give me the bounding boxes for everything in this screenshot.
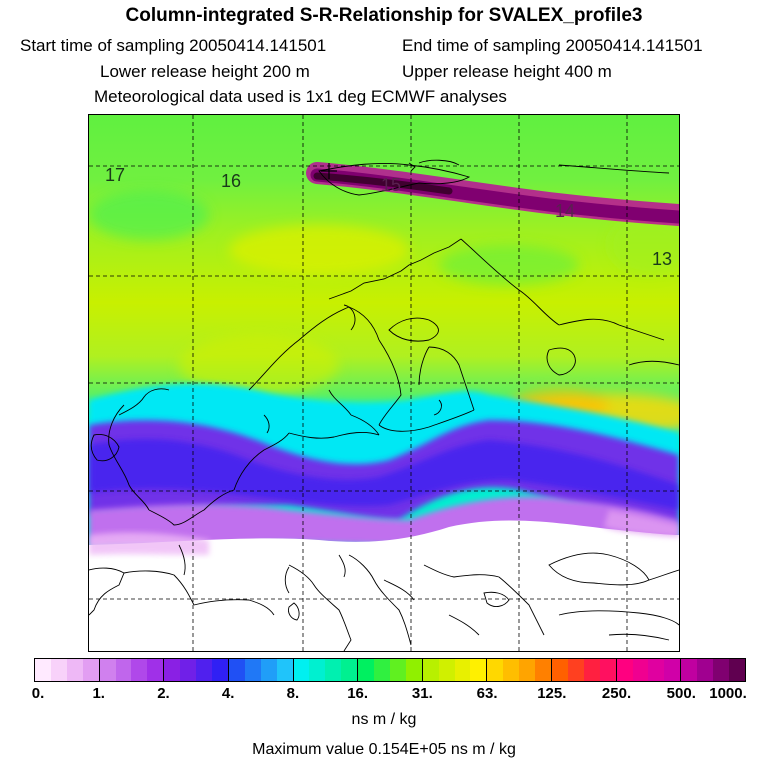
colorbar-segment [664, 659, 682, 681]
colorbar-segment [616, 659, 633, 681]
end-time-label: End time of sampling 20050414.141501 [402, 36, 703, 55]
colorbar-tick-label: 16. [347, 685, 369, 702]
day-label-17: 17 [105, 165, 125, 185]
colorbar-segment [552, 659, 568, 681]
colorbar-tick-label: 63. [476, 685, 498, 702]
lower-release-height-label: Lower release height 200 m [100, 62, 310, 81]
colorbar-segment [99, 659, 116, 681]
colorbar-segment [164, 659, 181, 681]
colorbar-segment [35, 659, 51, 681]
colorbar-tick-label: 1. [92, 685, 105, 702]
colorbar-segment [405, 659, 423, 681]
colorbar-segment [454, 659, 471, 681]
sensitivity-plume [306, 162, 679, 226]
day-label-13: 13 [652, 249, 672, 269]
colorbar-tick-label: 250. [601, 685, 632, 702]
met-data-label: Meteorological data used is 1x1 deg ECMW… [94, 87, 507, 106]
colorbar-segment [293, 659, 310, 681]
colorbar-tick-label: 125. [537, 685, 567, 702]
legend-colorbar [34, 658, 746, 682]
colorbar-segment [697, 659, 714, 681]
colorbar-segment [180, 659, 197, 681]
colorbar-tick-label: 500. [666, 685, 696, 702]
day-label-15: 15 [381, 175, 401, 195]
colorbar-segment [632, 659, 649, 681]
maximum-value-text: Maximum value 0.154E+05 ns m / kg [252, 741, 516, 758]
colorbar-segment [196, 659, 212, 681]
colorbar-segment [648, 659, 665, 681]
colorbar-segment [115, 659, 132, 681]
colorbar-tick-label: 4. [221, 685, 235, 702]
coastlines [89, 159, 679, 651]
colorbar-segment [131, 659, 148, 681]
colorbar-segment [82, 659, 100, 681]
colorbar-segment [728, 659, 745, 681]
colorbar-segment [228, 659, 245, 681]
legend-unit: ns m / kg [351, 711, 417, 728]
colorbar-segment [244, 659, 261, 681]
colorbar-tick-label: 2. [157, 685, 170, 702]
colorbar-segment [487, 659, 504, 681]
colorbar-tick-label: 31. [411, 685, 433, 702]
sensitivity-map: 17 16 15 14 13 [88, 114, 680, 652]
day-label-16: 16 [221, 171, 241, 191]
colorbar-segment [438, 659, 455, 681]
day-label-14: 14 [555, 201, 575, 221]
release-point-marker [321, 163, 337, 179]
colorbar-segment [535, 659, 552, 681]
colorbar-segment [66, 659, 83, 681]
colorbar-segment [583, 659, 600, 681]
colorbar-segment [567, 659, 584, 681]
colorbar-segment [147, 659, 165, 681]
colorbar-segment [470, 659, 488, 681]
colorbar-segment [358, 659, 375, 681]
colorbar-segment [713, 659, 729, 681]
upper-release-height-label: Upper release height 400 m [402, 62, 612, 81]
colorbar-segment [422, 659, 439, 681]
start-time-label: Start time of sampling 20050414.141501 [20, 36, 327, 55]
colorbar-segment [599, 659, 617, 681]
colorbar-segment [519, 659, 536, 681]
colorbar-tick-label: 0. [31, 685, 45, 702]
graticule [89, 115, 679, 651]
colorbar-segment [50, 659, 67, 681]
colorbar-segment [374, 659, 390, 681]
chart-title: Column-integrated S-R-Relationship for S… [125, 5, 643, 26]
colorbar-segment [211, 659, 229, 681]
colorbar-segment [341, 659, 359, 681]
colorbar-segment [260, 659, 277, 681]
colorbar-segment [503, 659, 520, 681]
colorbar-tick-label: 1000. [709, 685, 747, 702]
colorbar-segment [309, 659, 326, 681]
colorbar-segment [325, 659, 342, 681]
colorbar-segment [276, 659, 294, 681]
colorbar-segment [681, 659, 698, 681]
colorbar-segment [389, 659, 406, 681]
colorbar-tick-label: 8. [286, 685, 300, 702]
